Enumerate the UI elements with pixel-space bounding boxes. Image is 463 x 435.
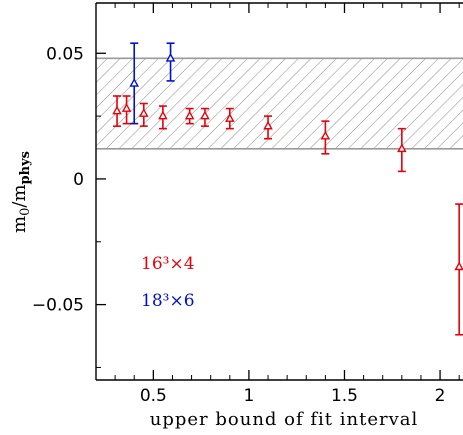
x-tick-label: 2 [435, 386, 446, 406]
triangle-marker [454, 261, 463, 271]
triangle-marker [121, 103, 132, 112]
data-points [112, 42, 463, 336]
data-point [397, 127, 407, 173]
triangle-marker [200, 110, 210, 120]
series-1 [129, 42, 176, 125]
band-region [96, 58, 463, 149]
triangle-marker [397, 143, 407, 153]
triangle-marker [263, 120, 273, 130]
data-point [263, 115, 273, 140]
data-point [139, 102, 149, 127]
series-0 [112, 95, 463, 336]
triangle-marker [158, 110, 168, 120]
data-point [112, 95, 122, 127]
data-point [158, 105, 168, 130]
y-tick-label: −0.05 [32, 296, 84, 316]
triangle-marker [184, 110, 195, 120]
triangle-marker [320, 130, 331, 140]
data-point [454, 203, 463, 336]
data-point [225, 107, 235, 130]
x-tick-label: 1 [244, 386, 255, 406]
data-point [320, 120, 331, 155]
triangle-marker [139, 108, 149, 117]
axis-ticks [96, 3, 460, 380]
y-axis-label-slash: /m [9, 184, 30, 207]
data-point [129, 42, 140, 125]
x-axis-label: upper bound of fit interval [150, 409, 419, 430]
triangle-marker [225, 113, 235, 122]
triangle-marker [129, 77, 140, 87]
data-point [200, 107, 210, 127]
triangle-marker [165, 52, 176, 62]
y-tick-label: 0.05 [46, 44, 84, 64]
legend-entry-18x6: 18³×6 [141, 291, 195, 311]
x-tick-label: 0.5 [140, 386, 167, 406]
data-point [121, 95, 132, 125]
x-tick-label: 1.5 [331, 386, 358, 406]
legend-entry-16x4: 16³×4 [141, 254, 195, 274]
y-tick-label: 0 [73, 170, 84, 190]
axis-tick-labels: 0.5 1 1.5 2 −0.05 0 0.05 [32, 44, 446, 406]
data-point [184, 107, 195, 125]
y-axis-label-sub1: phys [18, 151, 33, 184]
y-axis-label-main: m [9, 216, 30, 233]
triangle-marker [112, 105, 122, 115]
y-axis-label: m0/mphys [9, 151, 33, 233]
band-layer [96, 57, 463, 150]
y-axis-label-sub0: 0 [18, 208, 33, 216]
data-point [165, 42, 176, 82]
